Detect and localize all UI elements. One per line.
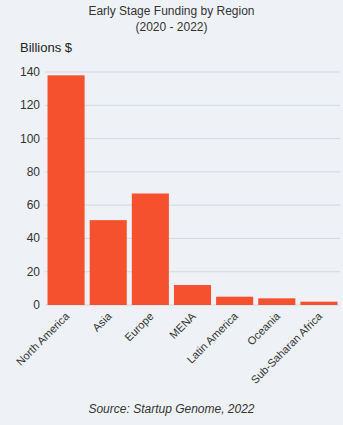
- y-tick-label: 140: [20, 65, 40, 79]
- page: {"chart_data": {"type": "bar", "title": …: [0, 0, 343, 425]
- x-tick-label: North America: [14, 309, 72, 367]
- bar: [132, 193, 169, 305]
- subtitle: (2020 - 2022): [135, 20, 207, 34]
- x-tick-label: Asia: [90, 309, 114, 333]
- x-tick-label: Sub-Saharan Africa: [248, 309, 325, 386]
- source: Source: Startup Genome, 2022: [88, 402, 254, 416]
- grid-line: [45, 238, 340, 239]
- y-tick-label: 0: [33, 298, 40, 312]
- bar: [90, 220, 127, 305]
- x-tick-label: MENA: [167, 309, 198, 340]
- grid-line: [45, 138, 340, 139]
- chart: Early Stage Funding by Region (2020 - 202…: [0, 0, 343, 425]
- y-tick-label: 40: [27, 231, 41, 245]
- y-tick-label: 60: [27, 198, 41, 212]
- y-tick-label: 100: [20, 132, 40, 146]
- bar: [300, 302, 337, 305]
- bar: [48, 75, 85, 305]
- grid-line: [45, 72, 340, 73]
- x-tick-label: Latin America: [184, 309, 240, 365]
- grid-line: [45, 271, 340, 272]
- x-tick-label: Oceania: [245, 309, 283, 347]
- bar: [258, 298, 295, 305]
- y-tick-label: 120: [20, 98, 40, 112]
- y-tick-label: 20: [27, 265, 41, 279]
- title: Early Stage Funding by Region: [88, 4, 254, 18]
- bars: [48, 75, 338, 305]
- x-tick-label: Europe: [122, 310, 156, 344]
- background: [0, 0, 343, 425]
- bar: [174, 285, 211, 305]
- grid-line: [45, 171, 340, 172]
- y-tick-label: 80: [27, 165, 41, 179]
- y-axis-label: Billions $: [20, 40, 73, 55]
- grid-line: [45, 105, 340, 106]
- grid-line: [45, 205, 340, 206]
- bar: [216, 297, 253, 305]
